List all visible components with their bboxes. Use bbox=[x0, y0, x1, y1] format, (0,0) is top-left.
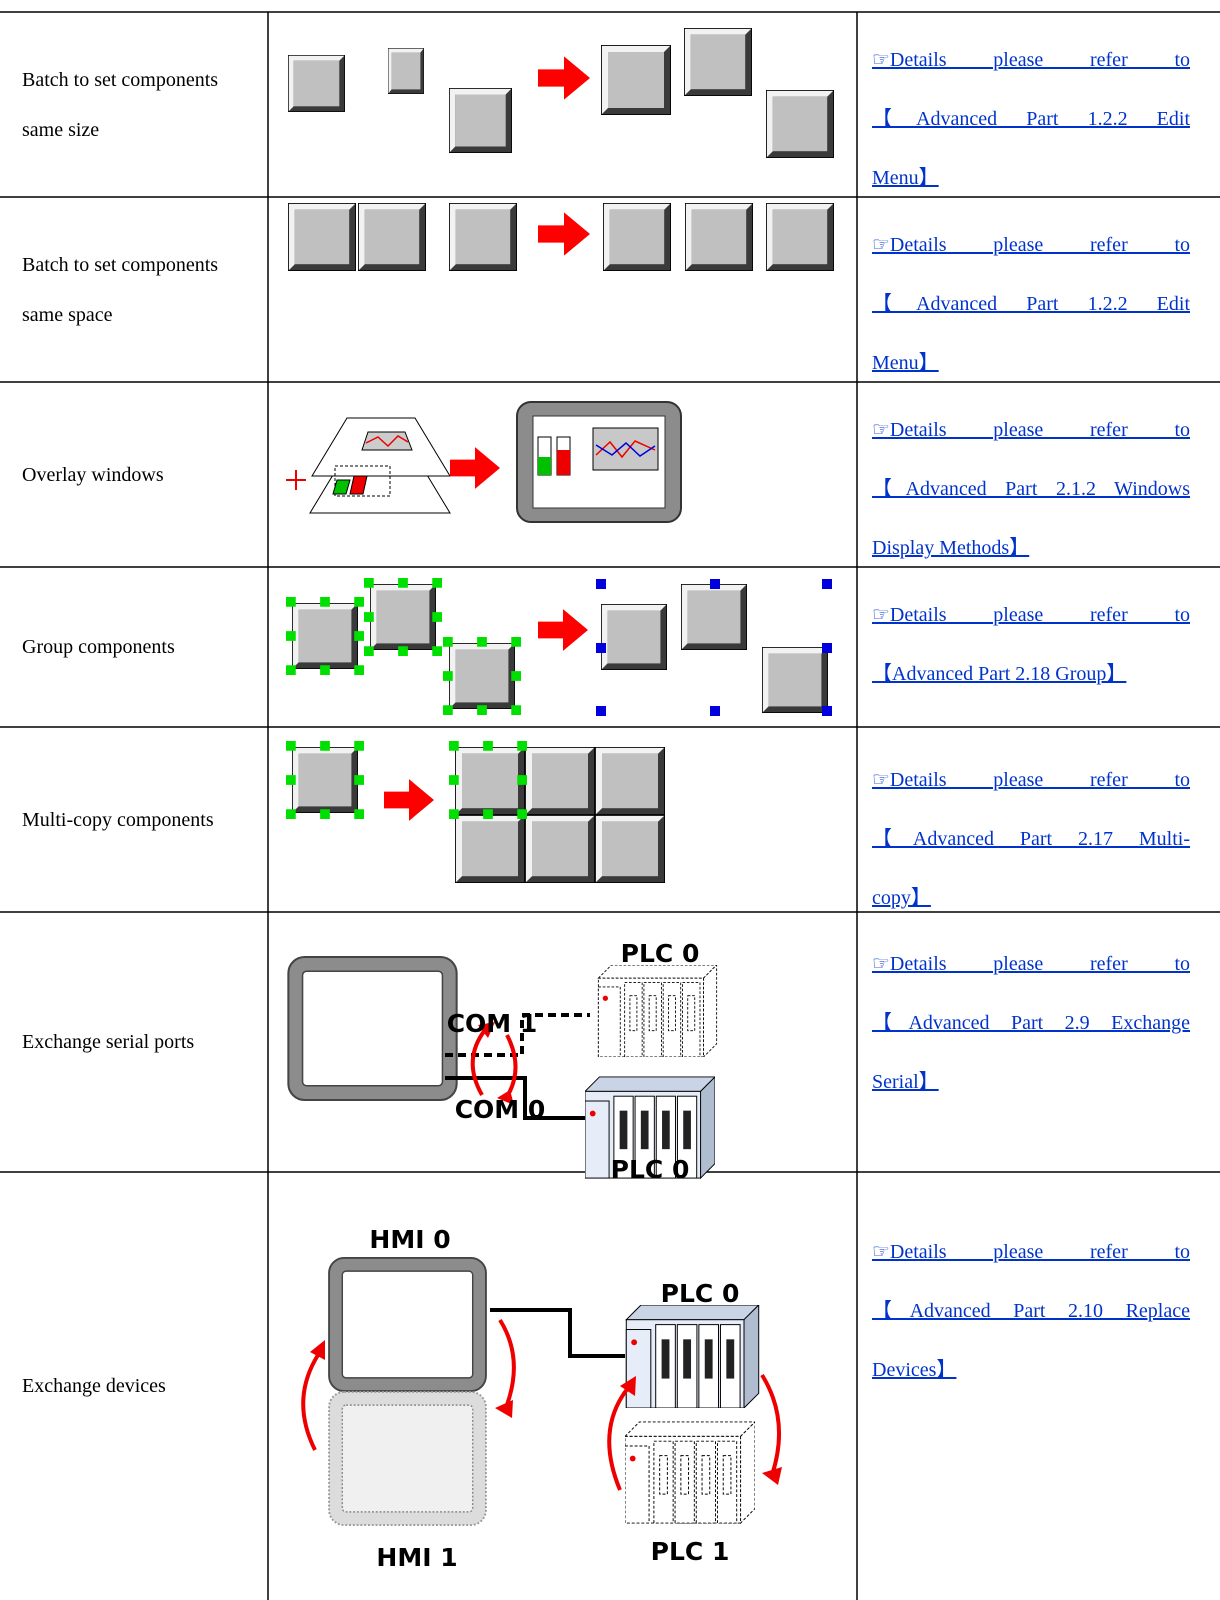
link-line[interactable]: copy】 bbox=[872, 887, 931, 909]
diagram-label: PLC 0 bbox=[621, 939, 700, 968]
diagram-label: COM 1 bbox=[447, 1009, 538, 1038]
diagram-devices: HMI 0 PLC 0 HMI 1 PLC 1 bbox=[301, 1225, 782, 1572]
link-line[interactable]: ☞Details please refer to bbox=[872, 1241, 1190, 1263]
link-line[interactable]: Display Methods】 bbox=[872, 537, 1030, 559]
link-line[interactable]: 【Advanced Part 2.9 Exchange bbox=[872, 1012, 1190, 1034]
diagram-same-size bbox=[288, 28, 834, 158]
feature-label: Multi-copy components bbox=[22, 808, 214, 831]
feature-label: Exchange serial ports bbox=[22, 1031, 195, 1053]
link-line[interactable]: 【Advanced Part 1.2.2 Edit bbox=[872, 293, 1190, 315]
diagram-label: PLC 1 bbox=[651, 1537, 730, 1566]
link-line[interactable]: ☞Details please refer to bbox=[872, 953, 1190, 975]
reference-link[interactable]: ☞Details please refer to 【Advanced Part 2… bbox=[872, 417, 1190, 594]
link-line[interactable]: ☞Details please refer to bbox=[872, 49, 1190, 71]
table-borders bbox=[0, 11, 1220, 1600]
link-line[interactable]: ☞Details please refer to bbox=[872, 604, 1190, 626]
feature-label: Group components bbox=[22, 636, 175, 658]
diagram-label: HMI 1 bbox=[376, 1543, 457, 1572]
diagram-group bbox=[286, 578, 832, 716]
link-line[interactable]: 【Advanced Part 2.17 Multi- bbox=[872, 828, 1190, 850]
diagram-label: PLC 0 bbox=[611, 1155, 690, 1184]
link-line[interactable]: Menu】 bbox=[872, 352, 939, 374]
link-line[interactable]: ☞Details please refer to bbox=[872, 419, 1190, 441]
reference-link[interactable]: ☞Details please refer to 【Advanced Part 1… bbox=[872, 47, 1190, 224]
feature-label: Batch to set components same space bbox=[22, 253, 219, 326]
feature-label: Batch to set components same size bbox=[22, 68, 219, 141]
diagram-same-space bbox=[288, 203, 834, 271]
diagram-multi-copy bbox=[286, 741, 665, 883]
diagram-overlay bbox=[286, 401, 682, 523]
link-line[interactable]: ☞Details please refer to bbox=[872, 769, 1190, 791]
reference-link[interactable]: ☞Details please refer to 【Advanced Part 2… bbox=[872, 1239, 1190, 1416]
diagram-label: PLC 0 bbox=[661, 1279, 740, 1308]
link-line[interactable]: 【Advanced Part 2.18 Group】 bbox=[872, 663, 1127, 685]
link-line[interactable]: Devices】 bbox=[872, 1359, 957, 1381]
reference-link[interactable]: ☞Details please refer to 【Advanced Part 2… bbox=[872, 767, 1190, 944]
link-line[interactable]: 【Advanced Part 2.1.2 Windows bbox=[872, 478, 1190, 500]
feature-label: Overlay windows bbox=[22, 463, 164, 486]
diagram-serial: PLC 0 COM 1 COM 0 PLC 0 bbox=[287, 939, 718, 1184]
link-line[interactable]: 【Advanced Part 2.10 Replace bbox=[872, 1300, 1190, 1322]
feature-label: Exchange devices bbox=[22, 1375, 166, 1397]
link-line[interactable]: ☞Details please refer to bbox=[872, 234, 1190, 256]
reference-link[interactable]: ☞Details please refer to 【Advanced Part 2… bbox=[872, 951, 1190, 1128]
reference-link[interactable]: ☞Details please refer to 【Advanced Part 2… bbox=[872, 602, 1190, 720]
reference-link[interactable]: ☞Details please refer to 【Advanced Part 1… bbox=[872, 232, 1190, 409]
diagram-label: HMI 0 bbox=[369, 1225, 450, 1254]
diagram-label: COM 0 bbox=[455, 1095, 546, 1124]
link-line[interactable]: Serial】 bbox=[872, 1071, 939, 1093]
link-line[interactable]: Menu】 bbox=[872, 167, 939, 189]
link-line[interactable]: 【Advanced Part 1.2.2 Edit bbox=[872, 108, 1190, 130]
